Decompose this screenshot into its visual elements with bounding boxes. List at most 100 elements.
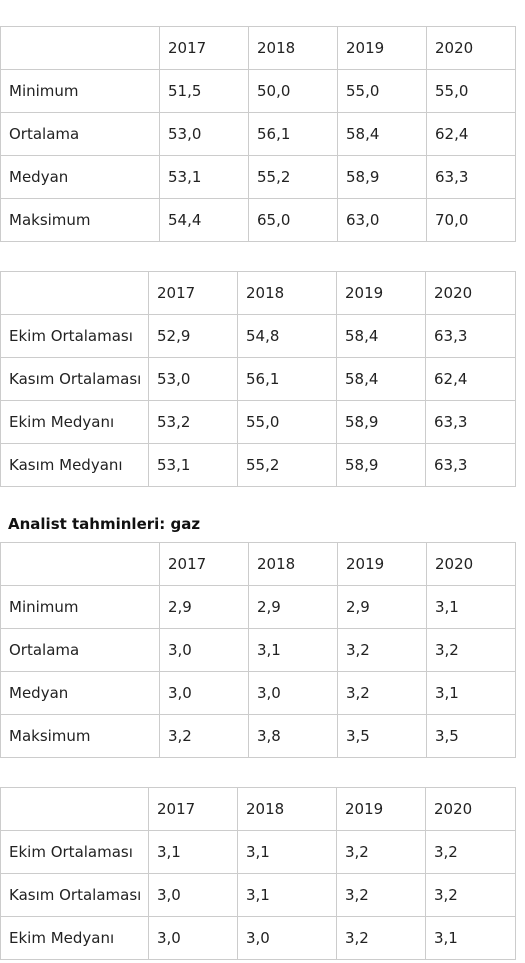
table-cell: 2,9 <box>337 585 427 629</box>
table-cell: 70,0 <box>426 198 516 242</box>
row-label: Ortalama <box>0 112 160 156</box>
header-cell: 2020 <box>426 26 516 70</box>
header-cell: 2020 <box>425 271 516 315</box>
table-cell: 3,0 <box>148 873 238 917</box>
table-cell: 53,0 <box>159 112 249 156</box>
table-cell: 58,4 <box>336 314 426 358</box>
forecast-table-3: 2017 2018 2019 2020 Minimum 2,9 2,9 2,9 … <box>0 542 516 758</box>
table-cell: 55,2 <box>237 443 337 487</box>
table-cell: 3,2 <box>337 628 427 672</box>
table-cell: 53,1 <box>148 443 238 487</box>
table-cell: 3,5 <box>337 714 427 758</box>
table-cell: 65,0 <box>248 198 338 242</box>
row-label: Medyan <box>0 155 160 199</box>
header-cell: 2017 <box>148 787 238 831</box>
table-header-row: 2017 2018 2019 2020 <box>0 787 516 831</box>
table-cell: 52,9 <box>148 314 238 358</box>
row-label: Ekim Medyanı <box>0 916 149 960</box>
row-label: Kasım Ortalaması <box>0 357 149 401</box>
row-label: Medyan <box>0 671 160 715</box>
table-cell: 56,1 <box>248 112 338 156</box>
row-label: Ekim Ortalaması <box>0 314 149 358</box>
table-row: Kasım Ortalaması 53,0 56,1 58,4 62,4 <box>0 357 516 401</box>
table-header-row: 2017 2018 2019 2020 <box>0 542 516 586</box>
row-label: Kasım Ortalaması <box>0 873 149 917</box>
table-row: Ekim Ortalaması 52,9 54,8 58,4 63,3 <box>0 314 516 358</box>
row-label: Kasım Medyanı <box>0 443 149 487</box>
table-cell: 2,9 <box>159 585 249 629</box>
header-cell <box>0 787 149 831</box>
table-cell: 63,0 <box>337 198 427 242</box>
table-cell: 3,2 <box>425 830 516 874</box>
header-cell: 2019 <box>336 271 426 315</box>
table-cell: 58,4 <box>337 112 427 156</box>
table-cell: 54,4 <box>159 198 249 242</box>
table-row: Maksimum 3,2 3,8 3,5 3,5 <box>0 714 516 758</box>
header-cell: 2019 <box>337 26 427 70</box>
header-cell: 2018 <box>248 26 338 70</box>
table-cell: 53,0 <box>148 357 238 401</box>
table-cell: 3,1 <box>237 873 337 917</box>
table-row: Ortalama 3,0 3,1 3,2 3,2 <box>0 628 516 672</box>
table-row: Medyan 3,0 3,0 3,2 3,1 <box>0 671 516 715</box>
table-header-row: 2017 2018 2019 2020 <box>0 26 516 70</box>
forecast-table-2: 2017 2018 2019 2020 Ekim Ortalaması 52,9… <box>0 271 516 487</box>
table-cell: 3,0 <box>148 916 238 960</box>
table-header-row: 2017 2018 2019 2020 <box>0 271 516 315</box>
section-heading: Analist tahminleri: gaz <box>8 515 201 533</box>
table-cell: 53,1 <box>159 155 249 199</box>
header-cell: 2020 <box>426 542 516 586</box>
table-cell: 54,8 <box>237 314 337 358</box>
table-cell: 56,1 <box>237 357 337 401</box>
header-cell: 2018 <box>248 542 338 586</box>
table-cell: 55,0 <box>426 69 516 113</box>
table-cell: 55,2 <box>248 155 338 199</box>
table-cell: 3,0 <box>248 671 338 715</box>
table-row: Maksimum 54,4 65,0 63,0 70,0 <box>0 198 516 242</box>
table-cell: 3,0 <box>159 628 249 672</box>
table-row: Ekim Medyanı 3,0 3,0 3,2 3,1 <box>0 916 516 960</box>
table-row: Medyan 53,1 55,2 58,9 63,3 <box>0 155 516 199</box>
row-label: Maksimum <box>0 714 160 758</box>
table-cell: 3,0 <box>159 671 249 715</box>
header-cell: 2019 <box>336 787 426 831</box>
table-cell: 3,2 <box>337 671 427 715</box>
header-cell <box>0 26 160 70</box>
table-row: Ekim Medyanı 53,2 55,0 58,9 63,3 <box>0 400 516 444</box>
table-cell: 58,4 <box>336 357 426 401</box>
table-cell: 3,1 <box>426 585 516 629</box>
row-label: Minimum <box>0 69 160 113</box>
table-cell: 51,5 <box>159 69 249 113</box>
header-cell <box>0 542 160 586</box>
forecast-table-1: 2017 2018 2019 2020 Minimum 51,5 50,0 55… <box>0 26 516 242</box>
table-row: Minimum 51,5 50,0 55,0 55,0 <box>0 69 516 113</box>
table-cell: 2,9 <box>248 585 338 629</box>
table-cell: 3,1 <box>248 628 338 672</box>
row-label: Maksimum <box>0 198 160 242</box>
table-row: Ekim Ortalaması 3,1 3,1 3,2 3,2 <box>0 830 516 874</box>
table-cell: 3,0 <box>237 916 337 960</box>
table-cell: 3,2 <box>336 830 426 874</box>
table-row: Minimum 2,9 2,9 2,9 3,1 <box>0 585 516 629</box>
table-cell: 3,2 <box>159 714 249 758</box>
table-cell: 55,0 <box>237 400 337 444</box>
table-cell: 3,1 <box>426 671 516 715</box>
header-cell: 2017 <box>159 542 249 586</box>
table-cell: 58,9 <box>337 155 427 199</box>
table-cell: 53,2 <box>148 400 238 444</box>
header-cell: 2017 <box>159 26 249 70</box>
table-cell: 63,3 <box>425 400 516 444</box>
table-cell: 3,2 <box>426 628 516 672</box>
header-cell: 2020 <box>425 787 516 831</box>
row-label: Ortalama <box>0 628 160 672</box>
row-label: Ekim Ortalaması <box>0 830 149 874</box>
table-cell: 3,8 <box>248 714 338 758</box>
table-cell: 55,0 <box>337 69 427 113</box>
table-cell: 3,2 <box>336 916 426 960</box>
header-cell: 2019 <box>337 542 427 586</box>
table-cell: 63,3 <box>425 314 516 358</box>
table-cell: 62,4 <box>425 357 516 401</box>
header-cell: 2018 <box>237 271 337 315</box>
table-cell: 3,1 <box>425 916 516 960</box>
header-cell: 2018 <box>237 787 337 831</box>
